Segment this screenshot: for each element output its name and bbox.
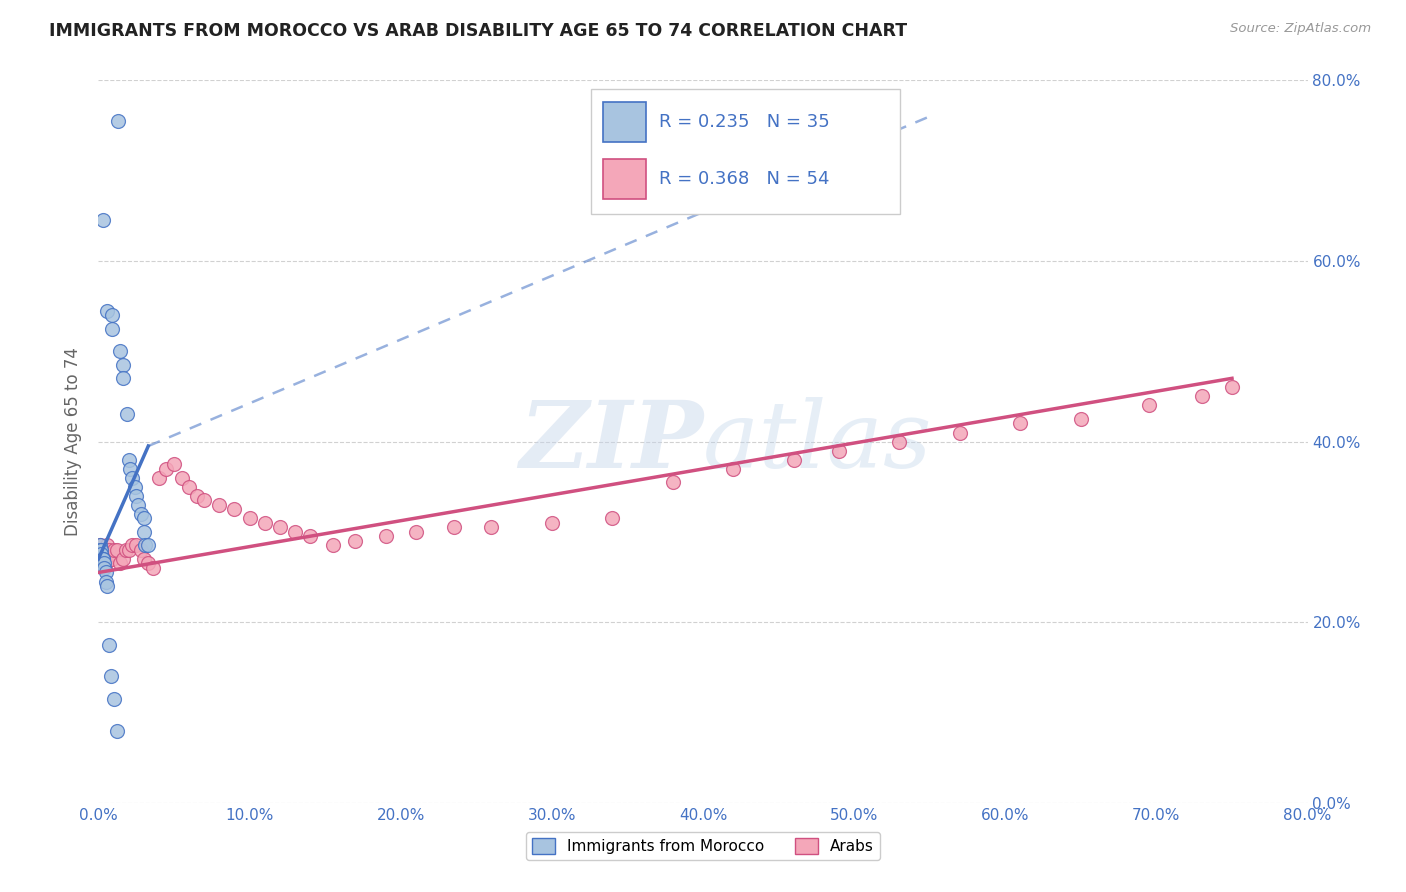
Point	[100, 548, 122, 562]
Point	[91, 548, 114, 562]
Point	[91, 552, 114, 566]
Point	[94, 574, 117, 589]
Point	[93, 561, 115, 575]
Point	[103, 692, 125, 706]
Point	[118, 452, 141, 467]
Point	[170, 471, 193, 485]
Text: Source: ZipAtlas.com: Source: ZipAtlas.com	[1230, 22, 1371, 36]
Point	[132, 511, 155, 525]
Point	[193, 493, 215, 508]
Point	[783, 452, 806, 467]
Text: R = 0.368   N = 54: R = 0.368 N = 54	[658, 170, 830, 188]
Point	[93, 552, 115, 566]
Point	[125, 489, 148, 503]
Point	[120, 461, 142, 475]
Point	[93, 557, 115, 571]
Point	[124, 480, 146, 494]
Point	[121, 471, 143, 485]
Point	[284, 524, 307, 539]
Point	[136, 557, 159, 571]
Point	[889, 434, 911, 449]
Point	[101, 321, 124, 335]
Point	[101, 552, 124, 566]
Point	[374, 529, 396, 543]
Point	[105, 723, 128, 738]
Point	[94, 557, 117, 571]
Point	[114, 542, 136, 557]
Text: ZIP: ZIP	[519, 397, 703, 486]
Point	[125, 538, 148, 552]
Point	[100, 669, 122, 683]
Point	[163, 457, 186, 471]
Point	[1010, 417, 1032, 431]
Point	[1191, 389, 1213, 403]
Point	[186, 489, 208, 503]
Point	[132, 524, 155, 539]
Bar	[603, 102, 647, 142]
Point	[253, 516, 276, 530]
Point	[89, 542, 111, 557]
Point	[111, 552, 134, 566]
Text: R = 0.235   N = 35: R = 0.235 N = 35	[658, 112, 830, 130]
Point	[136, 538, 159, 552]
Point	[96, 579, 118, 593]
Point	[90, 542, 112, 557]
Point	[224, 502, 246, 516]
Point	[90, 542, 112, 557]
Point	[101, 308, 124, 322]
Point	[89, 538, 111, 552]
Point	[90, 548, 112, 562]
Text: IMMIGRANTS FROM MOROCCO VS ARAB DISABILITY AGE 65 TO 74 CORRELATION CHART: IMMIGRANTS FROM MOROCCO VS ARAB DISABILI…	[49, 22, 907, 40]
Point	[105, 542, 128, 557]
Point	[108, 344, 131, 359]
Point	[299, 529, 322, 543]
Bar	[603, 159, 647, 199]
Point	[142, 561, 165, 575]
Point	[96, 303, 118, 318]
Point	[129, 542, 152, 557]
Point	[1220, 380, 1243, 394]
Point	[949, 425, 972, 440]
Point	[98, 542, 121, 557]
Point	[91, 213, 114, 227]
Point	[129, 507, 152, 521]
Point	[115, 408, 138, 422]
Point	[148, 471, 170, 485]
Point	[96, 538, 118, 552]
Point	[103, 542, 125, 557]
Point	[1070, 412, 1092, 426]
Text: atlas: atlas	[703, 397, 932, 486]
Point	[481, 520, 503, 534]
Point	[443, 520, 465, 534]
Point	[269, 520, 291, 534]
Point	[540, 516, 562, 530]
Point	[344, 533, 367, 548]
Point	[94, 566, 117, 580]
Point	[127, 498, 149, 512]
Point	[111, 371, 134, 385]
Point	[132, 552, 155, 566]
Point	[322, 538, 344, 552]
Point	[121, 538, 143, 552]
Point	[1137, 398, 1160, 412]
Point	[179, 480, 201, 494]
Point	[723, 461, 745, 475]
Point	[134, 538, 156, 552]
Point	[239, 511, 262, 525]
Point	[98, 638, 121, 652]
Point	[661, 475, 683, 490]
Point	[602, 511, 624, 525]
Y-axis label: Disability Age 65 to 74: Disability Age 65 to 74	[65, 347, 83, 536]
Legend: Immigrants from Morocco, Arabs: Immigrants from Morocco, Arabs	[526, 832, 880, 860]
Point	[405, 524, 427, 539]
Point	[107, 114, 129, 128]
Point	[89, 538, 111, 552]
Point	[828, 443, 851, 458]
Point	[111, 358, 134, 372]
Point	[155, 461, 177, 475]
Point	[208, 498, 231, 512]
Point	[108, 557, 131, 571]
Point	[118, 542, 141, 557]
Point	[91, 552, 114, 566]
